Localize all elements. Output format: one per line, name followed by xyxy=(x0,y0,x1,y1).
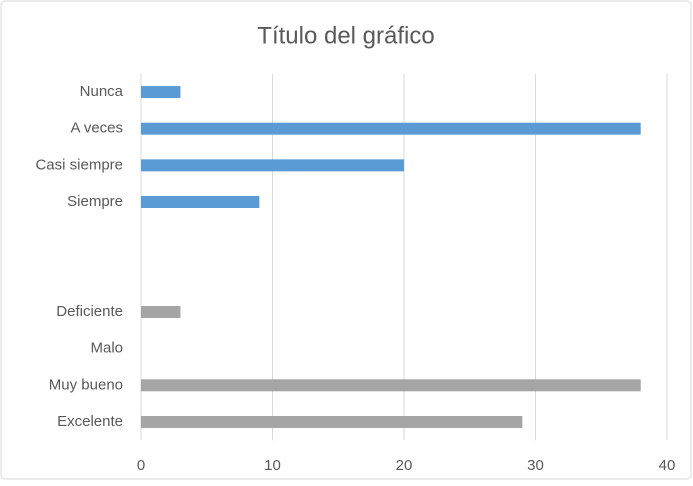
x-tick-label: 40 xyxy=(659,457,676,474)
y-tick-label: Casi siempre xyxy=(35,156,123,173)
y-tick-label: Malo xyxy=(90,340,123,357)
y-tick-label: A veces xyxy=(70,120,123,137)
bar xyxy=(141,379,641,392)
bar xyxy=(141,122,641,135)
bar xyxy=(141,196,260,209)
chart-title: Título del gráfico xyxy=(257,22,434,49)
y-tick-label: Nunca xyxy=(80,83,124,100)
y-tick-label: Deficiente xyxy=(56,303,123,320)
bar xyxy=(141,415,523,428)
bar xyxy=(141,305,181,318)
bar xyxy=(141,159,404,172)
x-tick-label: 0 xyxy=(137,457,145,474)
x-tick-label: 20 xyxy=(396,457,413,474)
y-tick-label: Excelente xyxy=(57,413,123,430)
bar xyxy=(141,86,181,99)
x-tick-label: 10 xyxy=(264,457,281,474)
x-tick-label: 30 xyxy=(527,457,544,474)
y-tick-label: Muy bueno xyxy=(49,376,123,393)
y-tick-label: Siempre xyxy=(67,193,123,210)
